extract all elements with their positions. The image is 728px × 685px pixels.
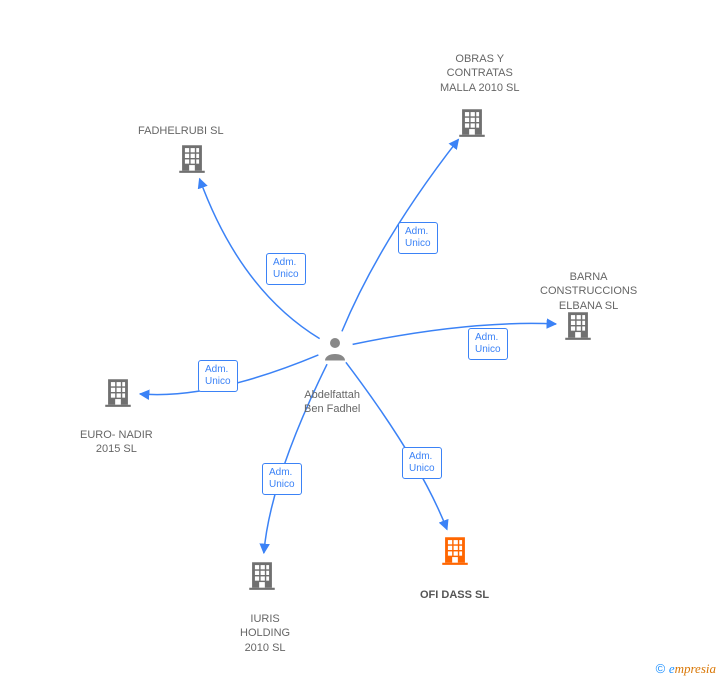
node-label-barna: BARNACONSTRUCCIONSELBANA SL	[540, 270, 637, 313]
building-icon	[101, 375, 135, 414]
graph-svg	[0, 0, 728, 685]
person-icon	[320, 333, 350, 368]
edge-ofidass	[346, 362, 447, 529]
building-icon	[245, 558, 279, 597]
building-icon	[455, 105, 489, 144]
node-label-iuris: IURISHOLDING2010 SL	[240, 612, 290, 655]
node-label-obras: OBRAS YCONTRATASMALLA 2010 SL	[440, 52, 520, 95]
node-label-fadhelrubi: FADHELRUBI SL	[138, 124, 224, 138]
edge-barna	[353, 323, 556, 344]
brand-logo: empresia	[669, 661, 716, 676]
edge-label-fadhelrubi: Adm.Unico	[266, 253, 306, 285]
edge-label-euro: Adm.Unico	[198, 360, 238, 392]
building-icon	[561, 308, 595, 347]
node-label-euro: EURO- NADIR2015 SL	[80, 428, 153, 457]
edge-label-obras: Adm.Unico	[398, 222, 438, 254]
node-label-ofidass: OFI DASS SL	[420, 588, 489, 602]
edge-label-barna: Adm.Unico	[468, 328, 508, 360]
edge-label-iuris: Adm.Unico	[262, 463, 302, 495]
center-label: AbdelfattahBen Fadhel	[304, 388, 360, 417]
footer: © empresia	[656, 661, 716, 677]
building-icon	[175, 141, 209, 180]
building-icon	[438, 533, 472, 572]
edge-label-ofidass: Adm.Unico	[402, 447, 442, 479]
copyright-symbol: ©	[656, 661, 666, 676]
